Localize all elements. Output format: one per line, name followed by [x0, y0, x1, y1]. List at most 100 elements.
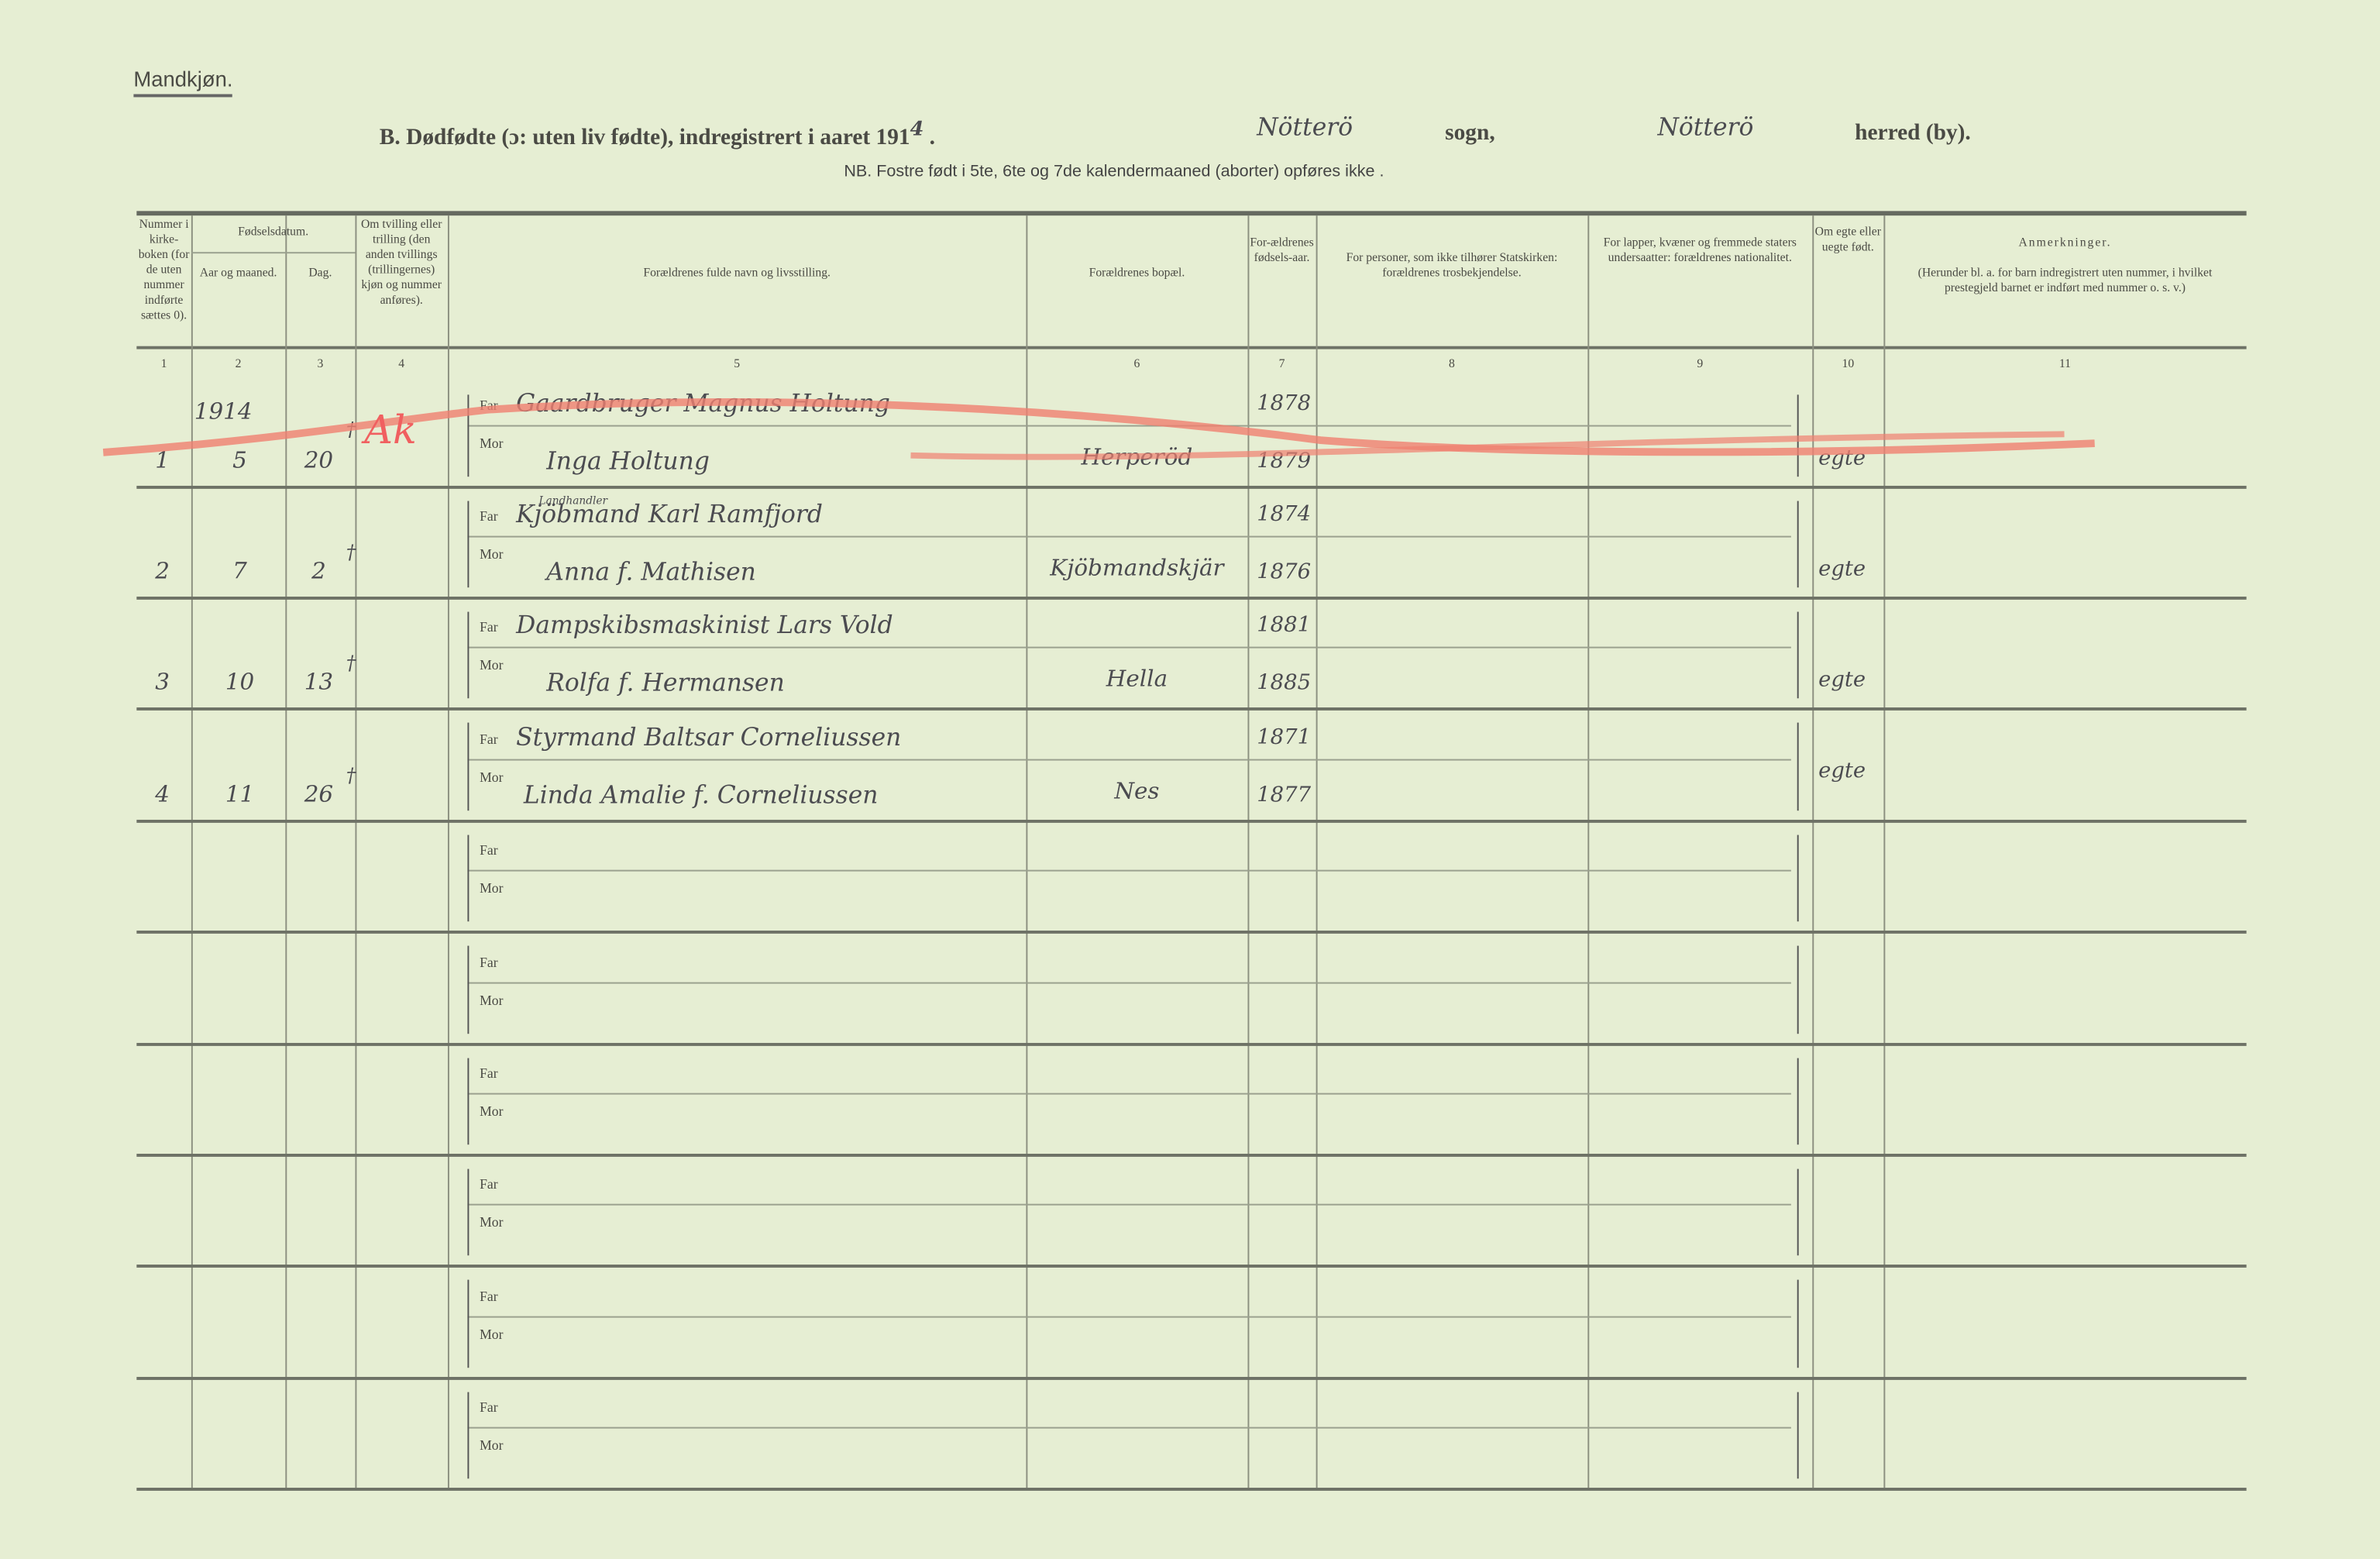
column-divider [1587, 215, 1590, 1488]
column-number: 9 [1697, 356, 1704, 371]
birth-month: 10 [225, 668, 255, 696]
mor-label: Mor [480, 880, 504, 896]
mor-label: Mor [480, 1214, 504, 1230]
father-name: Kjöbmand Karl Ramfjord [516, 499, 823, 528]
top-rule [136, 211, 2247, 216]
row-rule [136, 1265, 2247, 1268]
column-number: 2 [235, 356, 242, 371]
brace [467, 1392, 469, 1479]
mother-birth-year: 1876 [1257, 559, 1312, 585]
row-number: 1 [155, 446, 170, 474]
twin-mark: † [346, 652, 356, 676]
birth-year: 1914 [194, 397, 253, 425]
red-ak-mark: Ak [361, 408, 417, 453]
twin-mark: † [346, 765, 356, 788]
row-rule [136, 596, 2247, 600]
far-label: Far [480, 619, 498, 635]
brace [467, 611, 469, 699]
mor-label: Mor [480, 435, 504, 451]
mother-name: Rolfa f. Hermansen [546, 668, 785, 697]
title-text: B. Dødfødte (ɔ: uten liv fødte), indregi… [379, 126, 910, 150]
column-group-label: Fødselsdatum. [238, 224, 309, 239]
mor-label: Mor [480, 1327, 504, 1342]
mother-name: Anna f. Mathisen [546, 557, 756, 587]
residence: Hella [1106, 665, 1168, 693]
row-rule [136, 707, 2247, 711]
birth-day: 13 [304, 668, 334, 696]
legitimacy: egte [1818, 759, 1866, 783]
column-header-9: For lapper, kvæner og fremmede staters u… [1603, 235, 1797, 264]
column-divider [191, 215, 193, 1488]
mother-name: Linda Amalie f. Corneliussen [523, 780, 879, 810]
column-header-6: Forældrenes bopæl. [1089, 265, 1185, 280]
column-header-sub: (Herunder bl. a. for barn indregistrert … [1917, 265, 2213, 295]
brace-right [1797, 835, 1799, 922]
far-label: Far [480, 731, 498, 747]
birth-day: 26 [304, 780, 334, 808]
year-hand: 4 [910, 118, 924, 142]
mor-label: Mor [480, 1437, 504, 1453]
far-mor-divider [467, 1316, 1791, 1318]
column-header-5: Forældrenes fulde navn og livsstilling. [643, 265, 831, 280]
father-birth-year: 1874 [1257, 502, 1312, 527]
group-rule [191, 252, 356, 254]
column-number: 6 [1133, 356, 1140, 371]
birth-month: 11 [225, 780, 255, 808]
far-label: Far [480, 955, 498, 970]
far-mor-divider [467, 646, 1791, 649]
legitimacy: egte [1818, 668, 1866, 693]
column-divider [447, 215, 449, 1488]
column-divider [1026, 215, 1028, 1488]
brace-right [1797, 1392, 1799, 1479]
mor-label: Mor [480, 1103, 504, 1119]
mor-label: Mor [480, 657, 504, 673]
brace [467, 394, 469, 477]
row-rule [136, 1376, 2247, 1380]
column-divider [285, 215, 287, 1488]
far-mor-divider [467, 1427, 1791, 1429]
far-title-insert: Landhandler [538, 494, 608, 508]
column-header-10: Om egte eller uegte født. [1814, 224, 1881, 254]
column-header-2: Aar og maaned. [199, 265, 277, 280]
column-header-11: Anmerkninger. [2018, 235, 2112, 250]
far-mor-divider [467, 535, 1791, 538]
brace-right [1797, 611, 1799, 699]
mother-birth-year: 1877 [1257, 783, 1312, 808]
row-rule [136, 930, 2247, 934]
column-number: 4 [398, 356, 405, 371]
brace [467, 501, 469, 588]
column-header-7: For-ældrenes fødsels-aar. [1250, 235, 1314, 264]
column-divider [1812, 215, 1814, 1488]
far-label: Far [480, 508, 498, 524]
father-birth-year: 1878 [1257, 391, 1312, 416]
column-number: 1 [160, 356, 167, 371]
brace [467, 722, 469, 811]
mor-label: Mor [480, 546, 504, 562]
column-header-8: For personer, som ikke tilhører Statskir… [1346, 250, 1558, 280]
brace [467, 1058, 469, 1145]
twin-mark: † [346, 542, 356, 565]
legitimacy: egte [1818, 557, 1866, 582]
brace-right [1797, 1168, 1799, 1256]
form-title: B. Dødfødte (ɔ: uten liv fødte), indregi… [379, 118, 936, 150]
residence: Kjöbmandskjär [1050, 554, 1224, 582]
column-number: 11 [2058, 356, 2072, 371]
far-mor-divider [467, 759, 1791, 761]
father-name: Dampskibsmaskinist Lars Vold [516, 610, 893, 639]
birth-month: 5 [232, 446, 247, 474]
herred-value: Nötterö [1657, 112, 1754, 142]
sogn-label: sogn, [1445, 121, 1495, 146]
red-strike-line-2 [910, 431, 2065, 460]
row-rule [136, 485, 2247, 489]
mor-label: Mor [480, 993, 504, 1008]
column-divider [1883, 215, 1886, 1488]
row-number: 2 [155, 557, 170, 585]
far-label: Far [480, 1289, 498, 1304]
far-label: Far [480, 842, 498, 858]
father-birth-year: 1871 [1257, 725, 1312, 750]
row-rule [136, 1153, 2247, 1157]
birth-day: 2 [311, 557, 326, 585]
sogn-value: Nötterö [1257, 112, 1353, 142]
